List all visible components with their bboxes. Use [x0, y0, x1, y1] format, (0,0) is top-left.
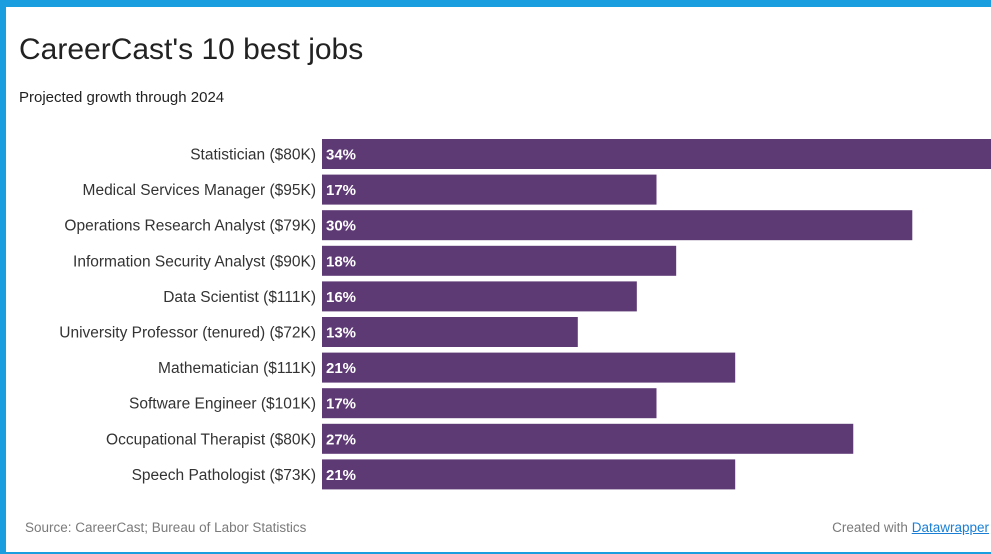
credit-note: Created with Datawrapper [832, 520, 989, 535]
chart-frame: CareerCast's 10 best jobs Projected grow… [6, 7, 991, 552]
value-label: 17% [326, 182, 356, 199]
bar [322, 459, 736, 490]
value-label: 16% [326, 289, 356, 306]
datawrapper-link[interactable]: Datawrapper [911, 520, 989, 535]
value-label: 30% [326, 218, 356, 235]
category-label: Occupational Therapist ($80K) [106, 431, 316, 448]
bar [322, 174, 657, 205]
category-label: Mathematician ($111K) [158, 360, 316, 377]
value-label: 27% [326, 431, 356, 448]
value-label: 21% [326, 467, 356, 484]
credit-prefix: Created with [832, 520, 912, 535]
bar [322, 139, 991, 169]
bar [322, 245, 677, 276]
chart-subtitle: Projected growth through 2024 [19, 89, 225, 106]
value-label: 34% [326, 147, 356, 164]
source-note: Source: CareerCast; Bureau of Labor Stat… [25, 520, 307, 535]
bar [322, 388, 657, 419]
value-label: 13% [326, 325, 356, 342]
bar [322, 317, 578, 347]
chart-title: CareerCast's 10 best jobs [19, 33, 364, 66]
category-label: Operations Research Analyst ($79K) [64, 218, 316, 235]
category-label: Statistician ($80K) [190, 147, 316, 164]
bar [322, 352, 736, 383]
bar-chart: Statistician ($80K) 34% Medical Services M… [59, 139, 991, 490]
value-label: 21% [326, 360, 356, 377]
value-label: 18% [326, 253, 356, 270]
category-label: Speech Pathologist ($73K) [132, 467, 316, 484]
bar [322, 281, 637, 312]
bar [322, 210, 913, 241]
bar [322, 423, 854, 454]
category-label: Data Scientist ($111K) [163, 289, 316, 306]
value-label: 17% [326, 396, 356, 413]
category-label: Information Security Analyst ($90K) [73, 253, 316, 270]
category-label: Medical Services Manager ($95K) [83, 182, 316, 199]
category-label: Software Engineer ($101K) [129, 396, 316, 413]
category-label: University Professor (tenured) ($72K) [59, 325, 316, 342]
